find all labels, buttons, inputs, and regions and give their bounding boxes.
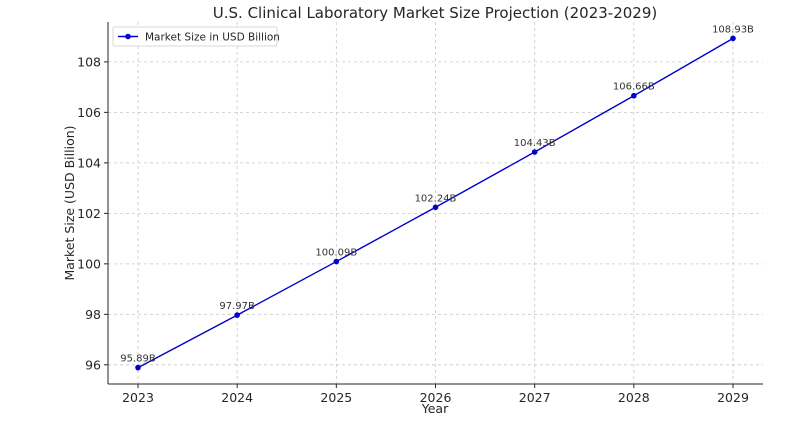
data-point: [531, 149, 538, 155]
x-tick-label: 2023: [122, 390, 154, 405]
x-tick-label: 2025: [320, 390, 352, 405]
x-axis-label: Year: [421, 401, 449, 416]
data-label: 100.09B: [315, 248, 357, 259]
y-tick-label: 108: [77, 54, 101, 69]
y-tick-label: 100: [77, 256, 101, 271]
data-point: [234, 312, 240, 318]
data-label: 102.24B: [415, 193, 457, 204]
x-tick-label: 2028: [618, 390, 650, 405]
x-tick-label: 2029: [717, 390, 749, 405]
data-point: [730, 35, 736, 42]
y-tick-label: 104: [77, 155, 101, 170]
data-label: 106.66B: [613, 82, 655, 93]
x-tick-label: 2026: [420, 390, 452, 405]
data-label: 108.93B: [712, 24, 754, 35]
data-label: 97.97B: [219, 301, 255, 312]
y-tick-label: 102: [77, 206, 101, 221]
chart-title: U.S. Clinical Laboratory Market Size Pro…: [213, 4, 657, 22]
legend-box: [112, 26, 278, 47]
y-tick-label: 98: [85, 307, 101, 322]
x-tick-label: 2024: [221, 390, 253, 405]
x-tick-label: 2027: [519, 390, 551, 405]
y-tick-label: 106: [77, 105, 101, 120]
legend: Market Size in USD Billion: [112, 26, 280, 47]
data-label: 104.43B: [514, 138, 556, 149]
data-labels: 95.89B 97.97B 100.09B 102.24B 104.43B 106.66B…: [120, 24, 754, 364]
y-ticks: 96 98 100 102 104 106 108: [77, 54, 108, 372]
data-label: 95.89B: [120, 354, 156, 365]
legend-marker-swatch: [125, 33, 131, 40]
grid: [108, 22, 763, 384]
series: [135, 35, 736, 371]
x-ticks: 2023 2024 2025 2026 2027 2028 2029: [122, 384, 749, 405]
data-point: [432, 204, 439, 211]
data-point: [135, 364, 141, 371]
y-axis-label: Market Size (USD Billion): [62, 125, 77, 280]
data-point: [333, 258, 340, 265]
data-point: [631, 92, 637, 99]
y-tick-label: 96: [85, 357, 101, 372]
legend-label: Market Size in USD Billion: [145, 31, 280, 43]
